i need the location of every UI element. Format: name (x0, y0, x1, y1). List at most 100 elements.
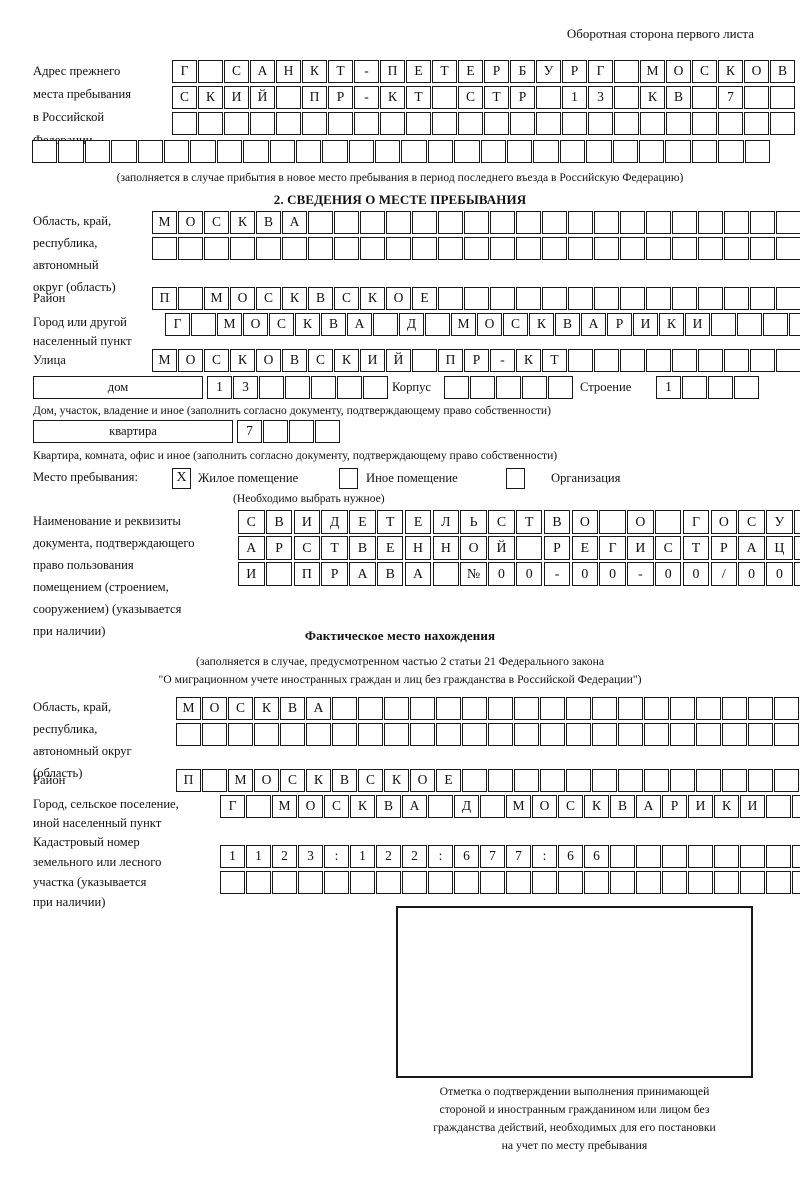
comb-cell[interactable]: Г (172, 60, 197, 83)
comb-cell[interactable] (776, 349, 800, 372)
comb-cell[interactable]: Т (432, 60, 457, 83)
comb-cell[interactable]: О (744, 60, 769, 83)
comb-cell[interactable] (586, 140, 612, 163)
comb-cell[interactable] (484, 112, 509, 135)
comb-cell[interactable] (220, 871, 245, 894)
comb-cell[interactable]: Г (588, 60, 613, 83)
comb-cell[interactable] (254, 723, 279, 746)
comb-cell[interactable] (190, 140, 216, 163)
comb-cell[interactable]: К (584, 795, 609, 818)
comb-cell[interactable] (308, 211, 333, 234)
comb-cell[interactable] (610, 871, 635, 894)
comb-cell[interactable]: Р (484, 60, 509, 83)
comb-cell[interactable] (744, 140, 770, 163)
comb-cell[interactable]: И (238, 562, 265, 586)
comb-cell[interactable]: 1 (220, 845, 245, 868)
comb-cell[interactable] (558, 871, 583, 894)
comb-cell[interactable]: 6 (584, 845, 609, 868)
comb-cell[interactable] (464, 237, 489, 260)
comb-cell[interactable] (672, 349, 697, 372)
comb-cell[interactable]: О (256, 349, 281, 372)
comb-cell[interactable]: М (451, 313, 476, 336)
comb-cell[interactable]: М (204, 287, 229, 310)
comb-cell[interactable]: О (386, 287, 411, 310)
comb-cell[interactable]: К (302, 60, 327, 83)
comb-cell[interactable]: К (380, 86, 405, 109)
comb-cell[interactable] (358, 697, 383, 720)
comb-cell[interactable]: Л (432, 510, 460, 534)
comb-cell[interactable] (480, 795, 505, 818)
comb-cell[interactable]: В (543, 510, 571, 534)
comb-cell[interactable]: С (458, 86, 483, 109)
comb-cell[interactable] (644, 769, 669, 792)
comb-cell[interactable]: 1 (207, 376, 232, 399)
comb-cell[interactable] (776, 211, 800, 234)
comb-cell[interactable]: Ц (766, 536, 793, 560)
comb-cell[interactable] (748, 697, 773, 720)
comb-cell[interactable] (646, 349, 671, 372)
comb-cell[interactable] (592, 723, 617, 746)
comb-cell[interactable]: 3 (588, 86, 613, 109)
comb-cell[interactable]: 0 (738, 562, 765, 586)
comb-cell[interactable] (536, 86, 561, 109)
comb-cell[interactable]: / (710, 562, 738, 586)
comb-cell[interactable] (152, 237, 177, 260)
comb-cell[interactable] (776, 237, 800, 260)
comb-cell[interactable]: В (256, 211, 281, 234)
comb-cell[interactable]: С (269, 313, 294, 336)
comb-cell[interactable] (202, 769, 227, 792)
comb-cell[interactable]: П (152, 287, 177, 310)
comb-cell[interactable] (594, 237, 619, 260)
comb-cell[interactable]: О (477, 313, 502, 336)
comb-cell[interactable]: О (178, 349, 203, 372)
comb-cell[interactable] (276, 112, 301, 135)
comb-cell[interactable] (718, 140, 744, 163)
comb-cell[interactable] (640, 112, 665, 135)
comb-cell[interactable] (172, 112, 197, 135)
comb-cell[interactable] (588, 112, 613, 135)
comb-cell[interactable] (514, 697, 539, 720)
comb-cell[interactable] (462, 769, 487, 792)
comb-cell[interactable] (594, 287, 619, 310)
comb-cell[interactable]: М (217, 313, 242, 336)
comb-cell[interactable] (682, 376, 707, 399)
comb-cell[interactable]: Е (412, 287, 437, 310)
comb-cell[interactable] (722, 769, 747, 792)
comb-cell[interactable]: В (349, 536, 376, 560)
comb-cell[interactable]: О (627, 510, 654, 534)
comb-cell[interactable] (506, 871, 531, 894)
comb-cell[interactable] (698, 287, 723, 310)
comb-cell[interactable]: С (204, 211, 229, 234)
comb-cell[interactable]: : (428, 845, 453, 868)
comb-cell[interactable]: О (532, 795, 557, 818)
comb-cell[interactable] (308, 237, 333, 260)
comb-cell[interactable] (516, 237, 541, 260)
comb-cell[interactable] (744, 86, 769, 109)
comb-cell[interactable] (748, 769, 773, 792)
comb-cell[interactable]: Т (406, 86, 431, 109)
comb-cell[interactable] (444, 376, 469, 399)
comb-cell[interactable]: О (202, 697, 227, 720)
comb-cell[interactable] (599, 510, 626, 534)
comb-cell[interactable]: О (178, 211, 203, 234)
comb-cell[interactable]: С (334, 287, 359, 310)
comb-cell[interactable] (216, 140, 243, 163)
comb-cell[interactable]: С (488, 510, 515, 534)
comb-cell[interactable]: 6 (454, 845, 479, 868)
comb-cell[interactable]: Д (793, 510, 800, 534)
comb-cell[interactable] (568, 349, 593, 372)
comb-cell[interactable]: Р (321, 562, 348, 586)
comb-cell[interactable] (438, 211, 463, 234)
comb-cell[interactable]: Т (376, 510, 404, 534)
comb-cell[interactable]: О (410, 769, 435, 792)
comb-cell[interactable]: 0 (488, 562, 515, 586)
comb-cell[interactable] (774, 723, 799, 746)
comb-cell[interactable] (770, 112, 795, 135)
comb-cell[interactable]: С (558, 795, 583, 818)
comb-cell[interactable]: Д (454, 795, 479, 818)
comb-cell[interactable] (250, 112, 275, 135)
comb-cell[interactable]: К (198, 86, 223, 109)
comb-cell[interactable] (507, 140, 533, 163)
comb-cell[interactable]: 3 (298, 845, 323, 868)
comb-cell[interactable] (490, 287, 515, 310)
